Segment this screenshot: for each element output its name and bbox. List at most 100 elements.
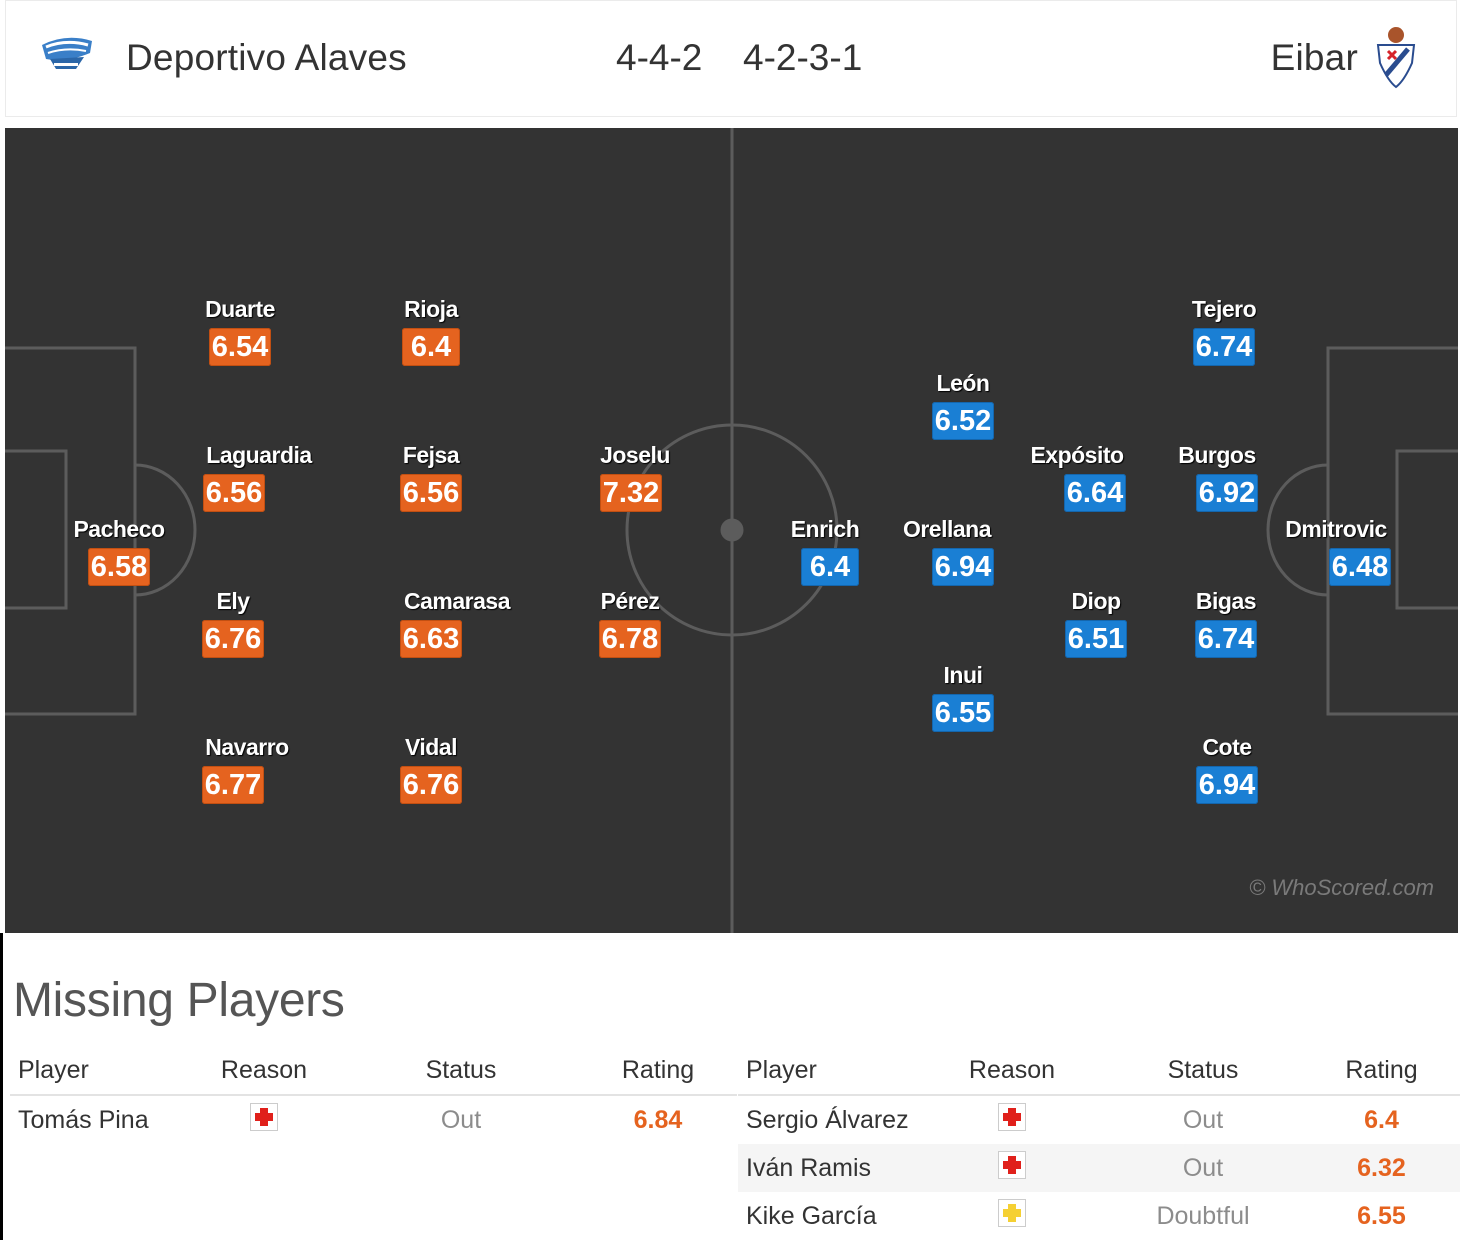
alaves-crest-icon[interactable] [36,23,100,93]
player-name: Inui [943,662,983,688]
player-rating: 6.76 [201,620,265,658]
home-player[interactable]: Vidal 6.76 [356,734,506,804]
player-rating: 6.58 [87,548,151,586]
home-player[interactable]: Ely 6.76 [158,588,308,658]
player-rating: 6.56 [202,474,266,512]
player-rating: 6.78 [598,620,662,658]
away-player[interactable]: Orellana 6.94 [872,516,1022,586]
column-header-rating[interactable]: Rating [1303,1046,1460,1096]
home-missing-table: Player Reason Status Rating Tomás Pina O… [10,1046,737,1144]
player-name: Orellana [902,516,992,542]
missing-status: Doubtful [1156,1201,1250,1230]
missing-player-name[interactable]: Kike García [746,1201,877,1230]
player-name: Laguardia [206,442,312,468]
player-name: Bigas [1195,588,1257,614]
away-player[interactable]: Enrich 6.4 [750,516,900,586]
match-header: Deportivo Alaves 4-4-2 4-2-3-1 Eibar [5,0,1457,117]
missing-player-name[interactable]: Sergio Álvarez [746,1105,909,1134]
player-rating: 6.64 [1063,474,1127,512]
away-player[interactable]: Tejero 6.74 [1149,296,1299,366]
player-rating: 6.94 [1195,766,1259,804]
missing-status: Out [1103,1144,1303,1192]
missing-player-name[interactable]: Tomás Pina [18,1105,149,1134]
player-name: Enrich [790,516,860,542]
player-rating: 6.76 [399,766,463,804]
player-name: Fejsa [402,442,460,468]
home-player[interactable]: Rioja 6.4 [356,296,506,366]
player-rating: 6.74 [1194,620,1258,658]
column-header-status[interactable]: Status [1103,1046,1303,1096]
away-player[interactable]: Burgos 6.92 [1142,442,1292,512]
column-header-rating[interactable]: Rating [579,1046,737,1096]
home-player[interactable]: Navarro 6.77 [172,734,322,804]
player-rating: 6.63 [399,620,463,658]
away-team-name[interactable]: Eibar [1270,37,1358,78]
missing-rating: 6.55 [1357,1201,1406,1230]
missing-rating: 6.4 [1364,1105,1399,1134]
table-row: Iván Ramis Out 6.32 [738,1144,1460,1192]
player-name: Navarro [205,734,289,760]
home-player[interactable]: Joselu 7.32 [560,442,710,512]
pitch-markings [5,128,1458,933]
player-name: León [936,370,990,396]
missing-status: Out [1182,1105,1224,1134]
missing-player-name[interactable]: Iván Ramis [738,1144,921,1192]
column-header-reason[interactable]: Reason [921,1046,1103,1096]
column-header-player[interactable]: Player [738,1046,921,1096]
home-player[interactable]: Fejsa 6.56 [356,442,506,512]
player-rating: 6.4 [402,328,460,366]
away-player[interactable]: Inui 6.55 [888,662,1038,732]
missing-rating: 6.84 [633,1105,683,1134]
home-player[interactable]: Camarasa 6.63 [382,588,532,658]
player-name: Camarasa [404,588,510,614]
away-player[interactable]: Expósito 6.64 [1002,442,1152,512]
left-edge-bar [0,933,3,1240]
player-rating: 7.32 [599,474,663,512]
column-header-player[interactable]: Player [10,1046,185,1096]
missing-rating: 6.32 [1303,1144,1460,1192]
home-player[interactable]: Pacheco 6.58 [44,516,194,586]
formation-pitch: Pacheco 6.58 Duarte 6.54 Laguardia 6.56 … [5,128,1458,933]
home-team-name[interactable]: Deportivo Alaves [126,37,407,78]
table-row: Sergio Álvarez Out 6.4 [738,1095,1460,1144]
player-rating: 6.48 [1328,548,1392,586]
home-player[interactable]: Laguardia 6.56 [184,442,334,512]
player-name: Expósito [1030,442,1124,468]
away-player[interactable]: Dmitrovic 6.48 [1261,516,1411,586]
missing-status: Out [440,1105,482,1134]
eibar-crest-icon[interactable] [1364,23,1428,93]
player-rating: 6.94 [931,548,995,586]
missing-players-title: Missing Players [13,974,345,1027]
away-player[interactable]: León 6.52 [888,370,1038,440]
player-rating: 6.52 [931,402,995,440]
away-formation: 4-2-3-1 [743,37,863,78]
player-name: Pérez [600,588,660,614]
home-player[interactable]: Duarte 6.54 [165,296,315,366]
away-missing-table: Player Reason Status Rating Sergio Álvar… [738,1046,1460,1240]
player-name: Vidal [404,734,458,760]
player-name: Dmitrovic [1285,516,1387,542]
table-row: Kike García Doubtful 6.55 [738,1192,1460,1240]
player-rating: 6.54 [208,328,272,366]
away-player[interactable]: Diop 6.51 [1021,588,1171,658]
player-name: Diop [1071,588,1121,614]
player-name: Duarte [205,296,275,322]
injury-cross-icon [250,1102,278,1138]
injury-cross-icon [998,1102,1026,1138]
injury-cross-icon [998,1150,1026,1186]
doubtful-cross-icon [998,1198,1026,1234]
player-name: Rioja [404,296,458,322]
column-header-reason[interactable]: Reason [185,1046,343,1096]
away-player[interactable]: Bigas 6.74 [1151,588,1301,658]
column-header-status[interactable]: Status [343,1046,579,1096]
player-name: Tejero [1191,296,1257,322]
away-player[interactable]: Cote 6.94 [1152,734,1302,804]
player-rating: 6.74 [1192,328,1256,366]
home-player[interactable]: Pérez 6.78 [555,588,705,658]
player-name: Burgos [1178,442,1256,468]
player-name: Ely [216,588,250,614]
home-formation: 4-4-2 [616,37,703,78]
player-name: Joselu [600,442,670,468]
table-header-row: Player Reason Status Rating [738,1046,1460,1096]
player-name: Cote [1202,734,1252,760]
